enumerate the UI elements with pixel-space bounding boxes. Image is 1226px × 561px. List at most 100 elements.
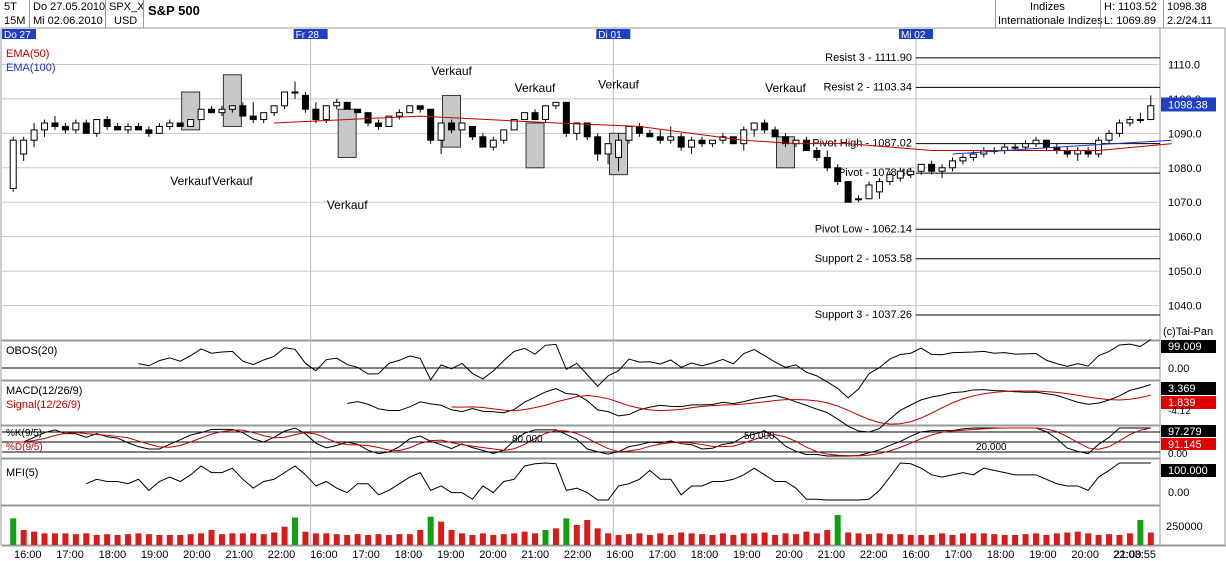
day-tag-label: Fr 28: [296, 30, 320, 41]
day-tag: [293, 29, 328, 39]
stoch-level-label: 80.000: [512, 434, 543, 445]
candle-body: [729, 136, 737, 145]
day-tag: [596, 29, 631, 39]
stoch-d-value: 91.145: [1168, 439, 1202, 451]
volume-bar: [907, 535, 914, 545]
time-label: 16:00: [902, 549, 930, 561]
time-label: 18:00: [691, 549, 719, 561]
day-tag-label: Do 27: [4, 30, 31, 41]
signal-label: Verkauf: [765, 81, 806, 95]
time-label: 19:00: [1029, 549, 1057, 561]
candle-body: [416, 105, 424, 110]
candle-body: [30, 129, 38, 141]
volume-value: 250000: [1166, 521, 1203, 533]
interval-label[interactable]: 15M: [4, 15, 26, 27]
candle-body: [1074, 150, 1082, 155]
price-tick-label: 1040.0: [1168, 301, 1202, 313]
candle-body: [51, 122, 59, 127]
time-label: 16:00: [14, 549, 42, 561]
volume-bar: [365, 535, 372, 545]
candle-body: [510, 119, 518, 131]
day-tag: [898, 29, 933, 39]
volume-bar: [542, 530, 549, 545]
pivot-label: Resist 2 - 1103.34: [823, 81, 911, 93]
signal-label: Verkauf: [327, 198, 368, 212]
volume-bar: [813, 533, 820, 545]
signal-label: Verkauf: [170, 174, 211, 188]
volume-bar: [709, 535, 716, 545]
candle-body: [604, 143, 612, 155]
panel-frame: [0, 458, 1161, 506]
candle-body: [448, 122, 456, 131]
volume-bar: [845, 532, 852, 545]
mfi-value: 100.000: [1168, 465, 1208, 477]
stoch-ref: 0.00: [1168, 449, 1188, 460]
volume-bar: [980, 533, 987, 545]
volume-bar: [782, 533, 789, 545]
candle-body: [166, 122, 174, 127]
volume-bar: [385, 535, 392, 545]
candle-body: [1095, 139, 1103, 155]
time-label: 19:00: [733, 549, 761, 561]
candle-body: [886, 174, 894, 183]
volume-bar: [970, 533, 977, 545]
candle-body: [615, 139, 623, 158]
macd-line: [347, 384, 1151, 433]
candle-body: [865, 184, 873, 200]
time-label: 21:00: [225, 549, 253, 561]
volume-bar: [312, 533, 319, 545]
volume-bar: [563, 518, 570, 545]
volume-bar: [271, 532, 278, 545]
pivot-label: Support 2 - 1053.58: [815, 253, 912, 265]
candle-body: [1011, 146, 1019, 149]
candle-body: [260, 112, 268, 121]
volume-bar: [740, 533, 747, 545]
macd-value: 3.369: [1168, 383, 1196, 395]
volume-bar: [406, 534, 413, 545]
mfi-label: MFI(5): [6, 467, 38, 479]
volume-bar: [511, 533, 518, 545]
volume-bar: [636, 533, 643, 545]
candle-body: [1032, 139, 1040, 145]
candle-body: [385, 115, 393, 127]
volume-bar: [458, 533, 465, 545]
candle-body: [541, 105, 549, 121]
volume-bar: [218, 534, 225, 545]
volume-bar: [761, 532, 768, 545]
candle-body: [907, 170, 915, 176]
candle-body: [124, 125, 132, 131]
volume-bar: [10, 518, 17, 545]
candle-body: [959, 156, 967, 162]
candle-body: [531, 112, 539, 121]
volume-bar: [323, 533, 330, 545]
time-label: 22:03:55: [1113, 549, 1156, 561]
candle-body: [93, 119, 101, 134]
ema50-label: EMA(50): [6, 48, 49, 60]
candle-body: [969, 153, 977, 158]
price-tick-label: 1110.0: [1168, 59, 1200, 71]
period-label[interactable]: 5T: [4, 1, 17, 13]
axis-frame: [1159, 27, 1226, 546]
stoch-level-label: 20.000: [976, 442, 1007, 453]
date-to-label: Mi 02.06.2010: [33, 15, 103, 27]
candle-body: [249, 115, 257, 121]
candle-body: [740, 129, 748, 145]
candle-body: [635, 125, 643, 134]
volume-bar: [719, 533, 726, 545]
volume-bar: [824, 530, 831, 545]
volume-bar: [876, 533, 883, 545]
volume-bar: [1085, 533, 1092, 545]
pivot-label: Resist 3 - 1111.90: [825, 52, 912, 64]
volume-bar: [198, 533, 205, 545]
time-label: 16:00: [310, 549, 338, 561]
candle-body: [145, 129, 153, 134]
signal-label: Verkauf: [431, 64, 472, 78]
candle-body: [114, 125, 122, 131]
candle-body: [9, 139, 17, 189]
candle-body: [427, 108, 435, 141]
time-label: 22:00: [860, 549, 888, 561]
volume-bar: [605, 533, 612, 545]
candle-body: [500, 129, 508, 141]
candle-body: [20, 139, 28, 155]
